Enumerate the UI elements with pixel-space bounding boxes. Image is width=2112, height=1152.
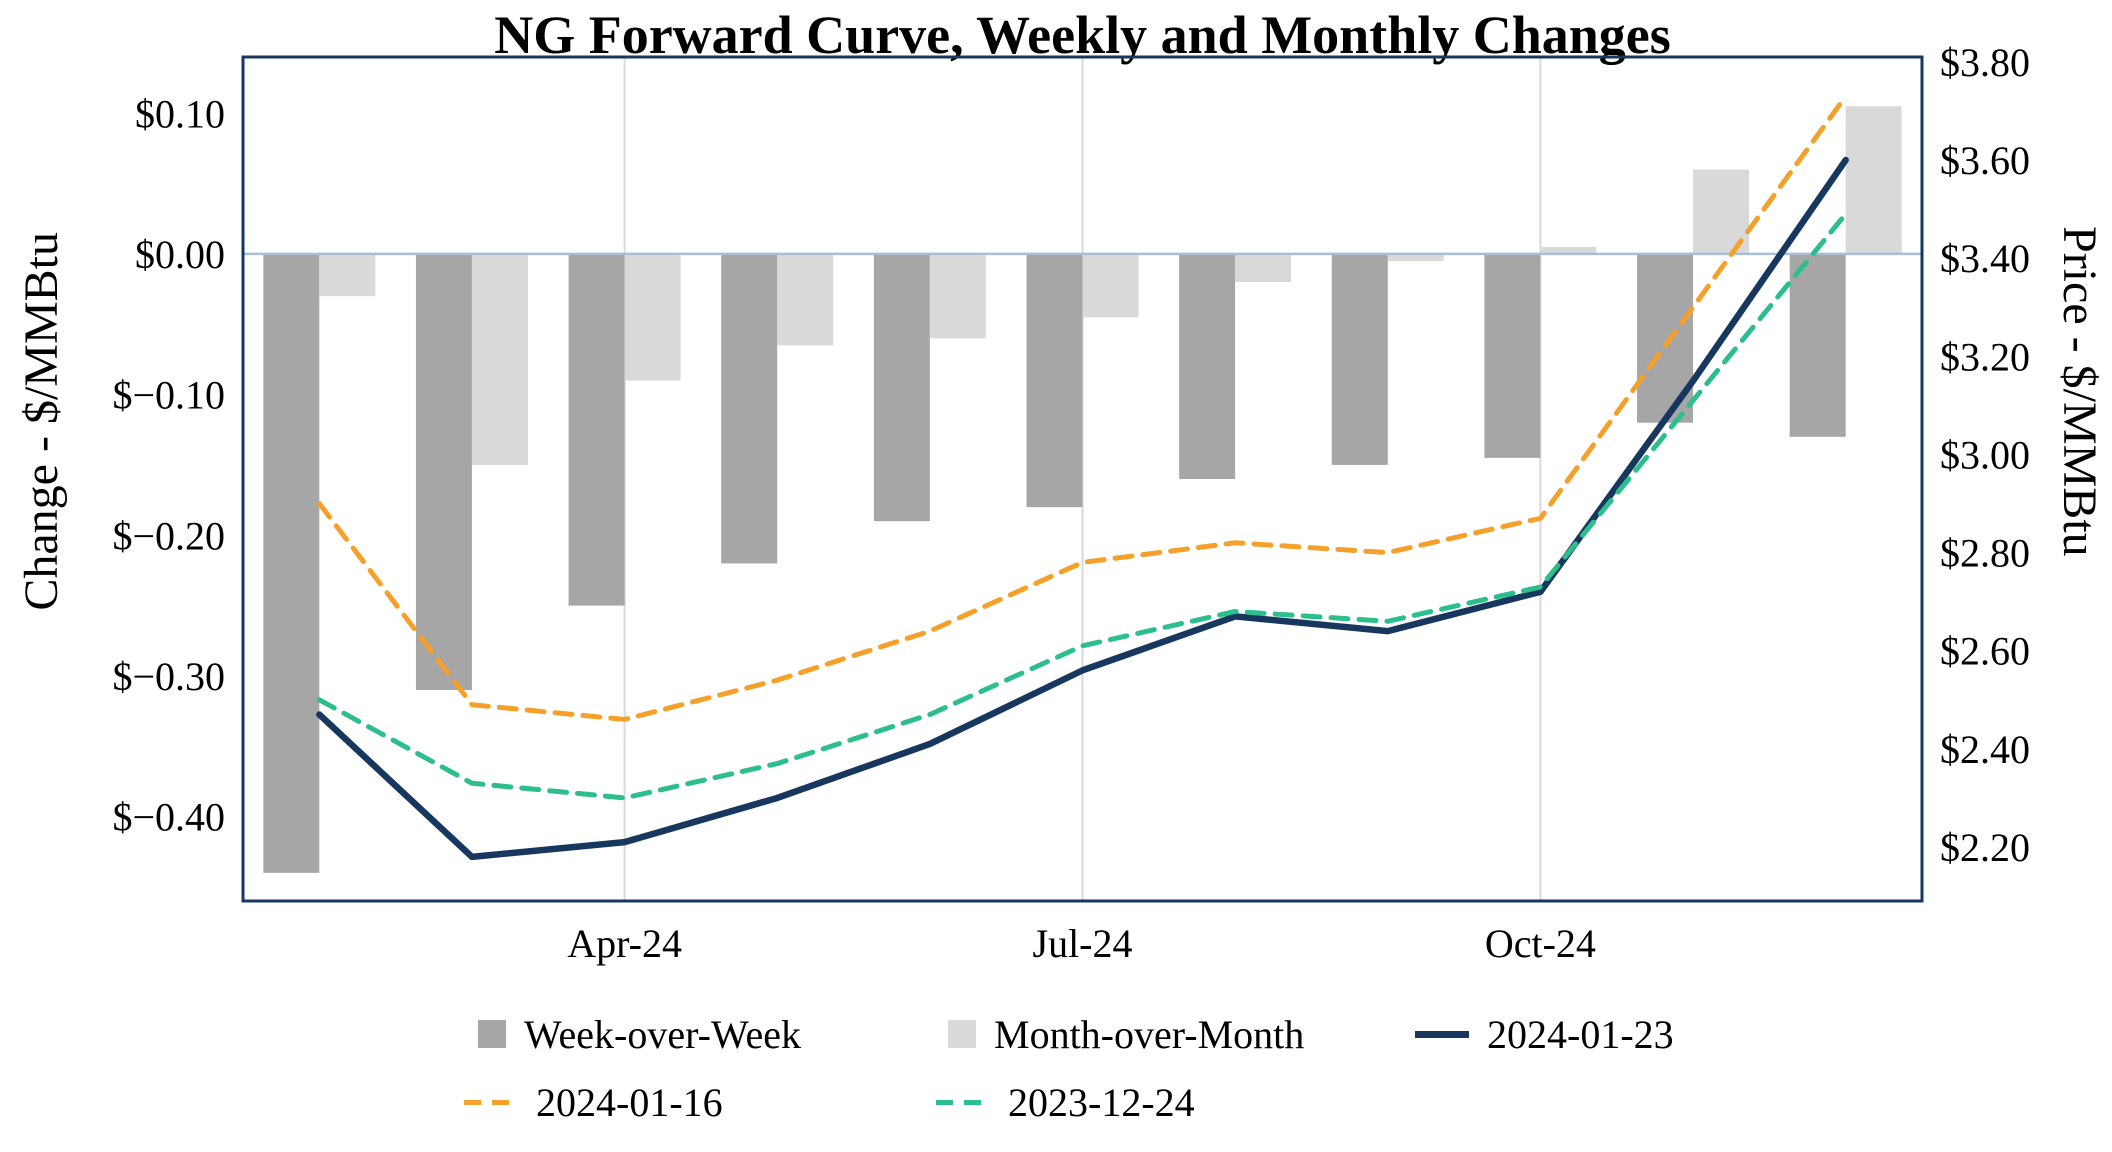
month-over-month-bar [1845, 106, 1902, 254]
price-line-2023-12-24 [316, 211, 1849, 801]
legend-label-2024-01-16: 2024-01-16 [536, 1079, 723, 1125]
month-over-month-bar [471, 253, 528, 465]
month-over-month-swatch-icon [948, 1020, 976, 1048]
right-axis-tick-label: $3.60 [1940, 138, 2030, 183]
week-over-week-bar [1331, 253, 1388, 465]
legend-item-2023-12-24: 2023-12-24 [936, 1078, 1195, 1126]
month-over-month-bar [1387, 253, 1444, 261]
week-over-week-swatch-icon [478, 1020, 506, 1048]
week-over-week-bar [1179, 253, 1236, 479]
month-over-month-bar [1540, 246, 1597, 254]
month-over-month-bar [929, 253, 986, 339]
green-dashed-swatch-icon [936, 1099, 990, 1105]
legend-label-2023-12-24: 2023-12-24 [1008, 1079, 1195, 1125]
right-axis-title: Price - $/MMBtu [2053, 226, 2106, 557]
week-over-week-bar [415, 253, 472, 690]
x-axis-tick-label: Jul-24 [1033, 921, 1133, 966]
week-over-week-bar [1789, 253, 1846, 437]
right-axis-tick-label: $3.20 [1940, 334, 2030, 379]
month-over-month-bar [777, 253, 834, 346]
week-over-week-bar [1484, 253, 1541, 458]
legend-item-month-over-month: Month-over-Month [948, 1010, 1304, 1058]
left-axis-tick-label: $−0.30 [112, 654, 225, 699]
left-axis-tick-label: $−0.20 [112, 513, 225, 558]
legend-label-week-over-week: Week-over-Week [524, 1011, 802, 1057]
left-axis-tick-label: $0.00 [135, 232, 225, 277]
week-over-week-bar [1026, 253, 1083, 508]
orange-dashed-swatch-icon [464, 1099, 518, 1105]
month-over-month-bar [1082, 253, 1139, 318]
week-over-week-bar [873, 253, 930, 522]
week-over-week-bar [263, 253, 320, 873]
month-over-month-bar [1235, 253, 1292, 283]
right-axis-tick-label: $2.60 [1940, 629, 2030, 674]
right-axis-tick-label: $2.20 [1940, 825, 2030, 870]
week-over-week-bar [568, 253, 625, 606]
legend-item-2024-01-23: 2024-01-23 [1415, 1010, 1674, 1058]
x-axis-tick-label: Apr-24 [567, 921, 682, 966]
legend-item-2024-01-16: 2024-01-16 [464, 1078, 723, 1126]
legend-label-2024-01-23: 2024-01-23 [1487, 1011, 1674, 1057]
month-over-month-bar [624, 253, 681, 381]
left-axis-tick-label: $0.10 [135, 91, 225, 136]
right-axis-tick-label: $3.40 [1940, 236, 2030, 281]
legend-item-week-over-week: Week-over-Week [478, 1010, 801, 1058]
week-over-week-bar [721, 253, 778, 564]
x-axis-tick-label: Oct-24 [1485, 921, 1596, 966]
right-axis-tick-label: $3.00 [1940, 432, 2030, 477]
plot-border [241, 55, 1924, 903]
legend-label-month-over-month: Month-over-Month [994, 1011, 1305, 1057]
left-axis-tick-label: $−0.10 [112, 373, 225, 418]
chart-title: NG Forward Curve, Weekly and Monthly Cha… [494, 5, 1671, 65]
solid-line-swatch-icon [1415, 1030, 1469, 1038]
right-axis-tick-label: $3.80 [1940, 40, 2030, 85]
month-over-month-bar [319, 253, 376, 297]
price-line-2024-01-16 [316, 93, 1849, 722]
right-axis-tick-label: $2.80 [1940, 531, 2030, 576]
right-axis-tick-label: $2.40 [1940, 727, 2030, 772]
left-axis-tick-label: $−0.40 [112, 795, 225, 840]
